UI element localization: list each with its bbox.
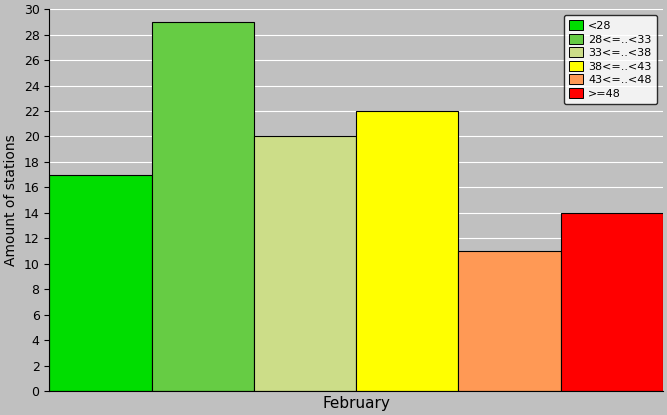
Bar: [356, 111, 458, 391]
Bar: [151, 22, 254, 391]
Bar: [458, 251, 560, 391]
Legend: <28, 28<=..<33, 33<=..<38, 38<=..<43, 43<=..<48, >=48: <28, 28<=..<33, 33<=..<38, 38<=..<43, 43…: [564, 15, 657, 105]
Bar: [254, 137, 356, 391]
Bar: [560, 213, 663, 391]
Y-axis label: Amount of stations: Amount of stations: [4, 134, 18, 266]
Bar: [49, 175, 151, 391]
